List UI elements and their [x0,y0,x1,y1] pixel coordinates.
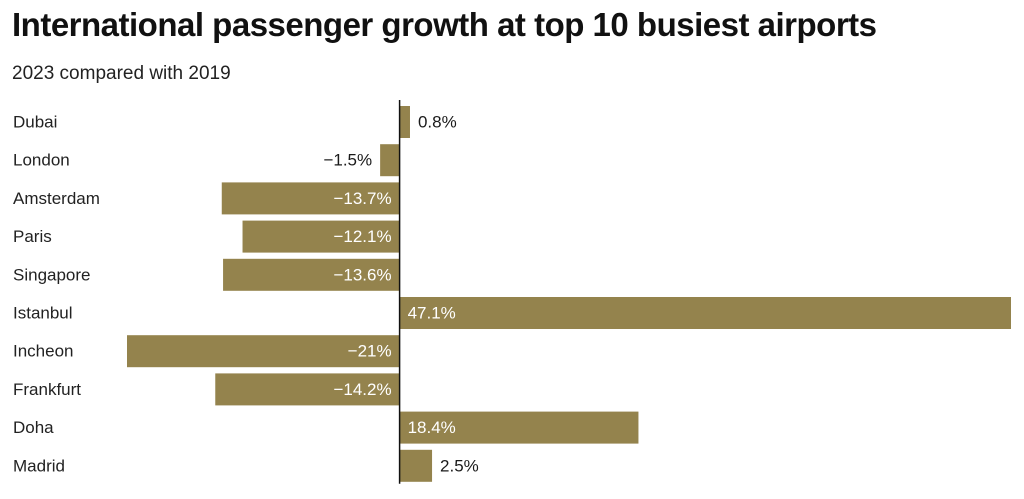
value-label-incheon: −21% [348,342,392,361]
chart-title: International passenger growth at top 10… [12,6,877,43]
value-labels: 0.8% −1.5% −13.7% −12.1% −13.6% 47.1% −21% −14.… [323,113,478,476]
bar-doha [399,411,639,444]
value-label-amsterdam: −13.7% [333,189,391,208]
value-label-istanbul: 47.1% [408,304,456,323]
category-label-istanbul: Istanbul [13,304,73,323]
category-label-london: London [13,151,70,170]
value-label-london: −1.5% [323,151,372,170]
value-label-frankfurt: −14.2% [333,380,391,399]
category-label-dubai: Dubai [13,113,57,132]
bars [127,106,1011,482]
value-label-paris: −12.1% [333,227,391,246]
category-label-incheon: Incheon [13,342,74,361]
category-labels: Dubai London Amsterdam Paris Singapore Istanb… [13,113,100,476]
value-label-doha: 18.4% [408,418,456,437]
category-label-doha: Doha [13,418,54,437]
category-label-frankfurt: Frankfurt [13,380,81,399]
value-label-singapore: −13.6% [333,265,391,284]
bar-singapore [223,258,400,291]
category-label-madrid: Madrid [13,456,65,475]
value-label-dubai: 0.8% [418,113,457,132]
bar-istanbul [399,297,1011,329]
value-label-madrid: 2.5% [440,456,479,475]
category-label-amsterdam: Amsterdam [13,189,100,208]
category-label-singapore: Singapore [13,265,91,284]
bar-madrid [399,449,433,482]
bar-incheon [127,335,400,368]
bar-amsterdam [221,182,400,215]
bar-london [380,144,400,177]
bar-frankfurt [215,373,400,406]
chart-subtitle: 2023 compared with 2019 [12,63,231,84]
bar-paris [242,220,400,253]
category-label-paris: Paris [13,227,52,246]
bar-dubai [399,106,410,138]
